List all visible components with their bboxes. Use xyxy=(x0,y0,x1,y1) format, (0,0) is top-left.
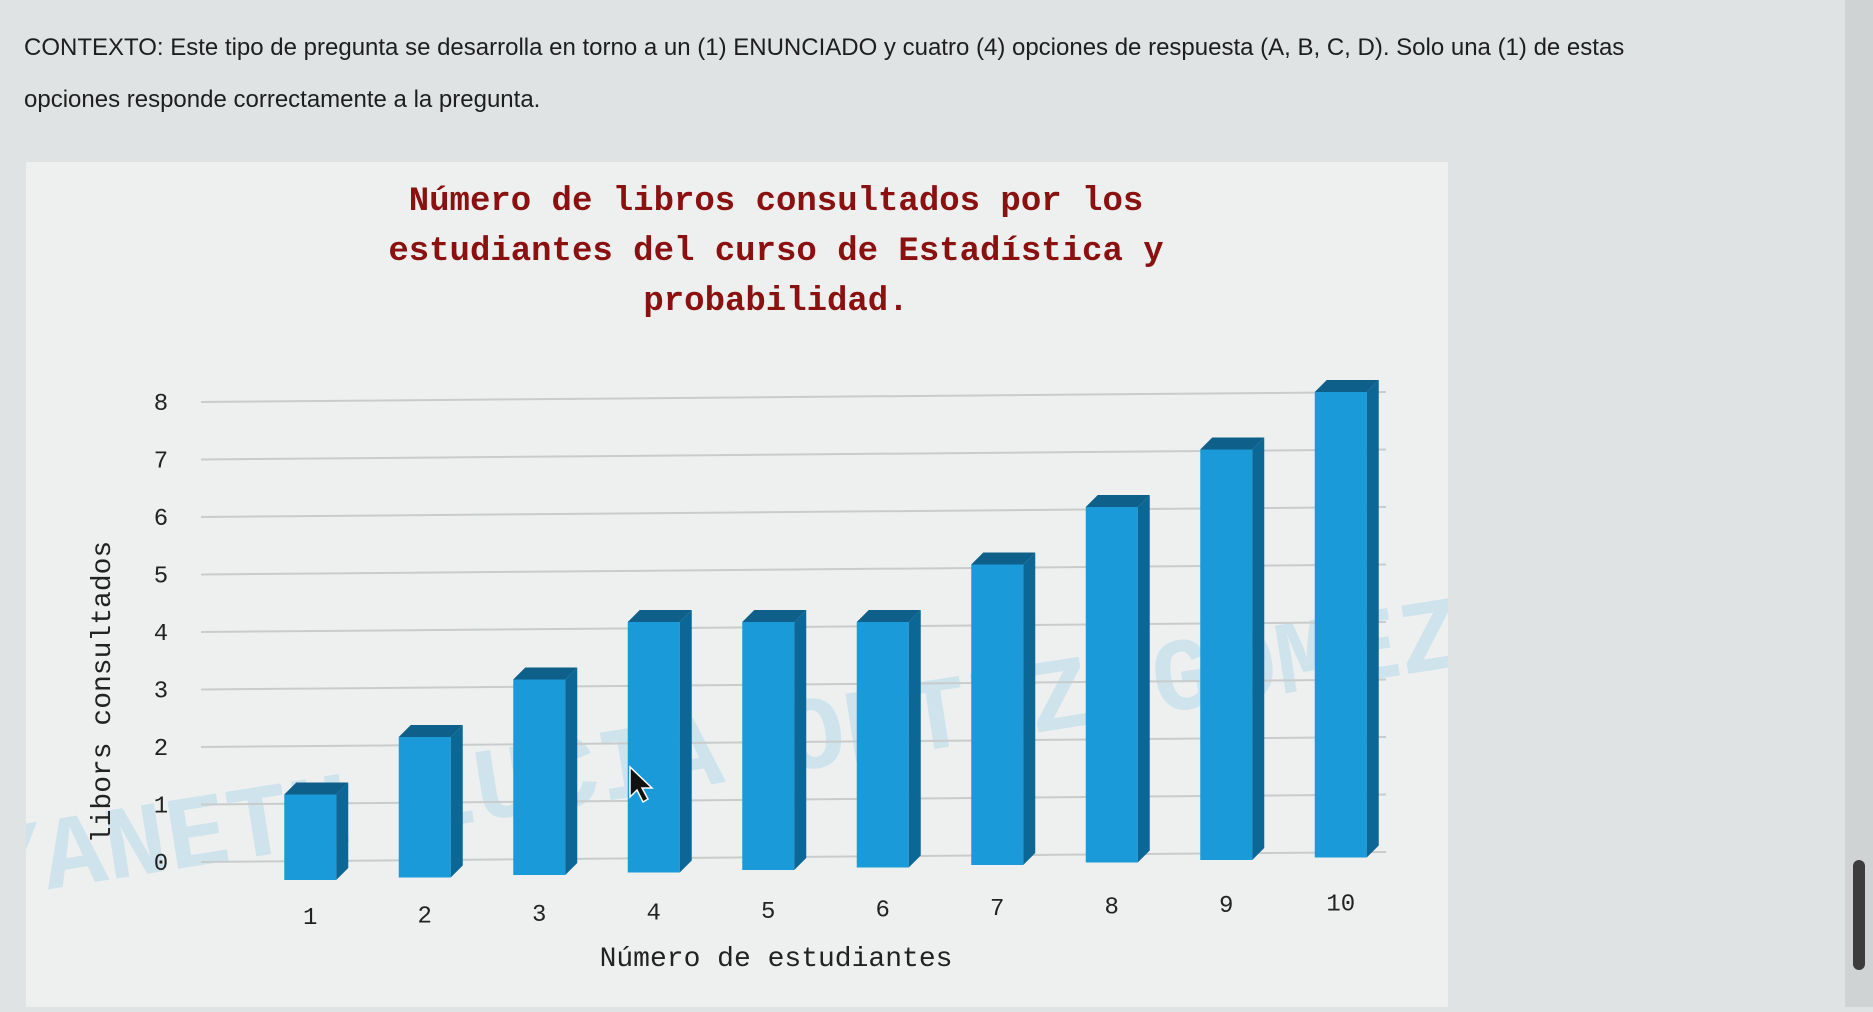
y-tick-labels: 0 1 2 3 4 5 6 7 8 xyxy=(154,391,168,878)
bar-6 xyxy=(856,610,921,868)
x-tick-labels: 1 2 3 4 5 6 7 8 9 10 xyxy=(303,892,1355,933)
x-tick-8: 8 xyxy=(1105,895,1119,922)
bar-front-6 xyxy=(856,622,909,868)
y-tick-5: 5 xyxy=(154,564,168,591)
bar-top-9 xyxy=(1200,437,1265,450)
bar-side-9 xyxy=(1252,437,1265,860)
gridline-5 xyxy=(200,563,1387,576)
bar-top-4 xyxy=(627,610,692,622)
bar-front-3 xyxy=(513,679,566,875)
gridline-8 xyxy=(200,391,1387,403)
bar-8 xyxy=(1085,495,1150,863)
bar-front-8 xyxy=(1085,507,1138,863)
chart-title: Número de libros consultados por los estu… xyxy=(388,183,1163,321)
context-text: CONTEXTO: Este tipo de pregunta se desar… xyxy=(24,22,1724,126)
bar-side-7 xyxy=(1023,552,1036,865)
bar-front-2 xyxy=(398,737,451,878)
bar-7 xyxy=(971,552,1036,865)
gridline-7 xyxy=(200,448,1387,461)
x-tick-9: 9 xyxy=(1219,893,1233,920)
bar-5 xyxy=(742,610,807,870)
bar-3 xyxy=(513,667,578,875)
bar-side-8 xyxy=(1137,495,1150,863)
bar-top-3 xyxy=(513,667,578,680)
x-tick-6: 6 xyxy=(876,898,890,925)
bar-top-5 xyxy=(742,610,807,622)
x-tick-2: 2 xyxy=(418,904,432,931)
x-axis-label: Número de estudiantes xyxy=(600,944,953,975)
bar-front-10 xyxy=(1314,392,1367,858)
bar-front-1 xyxy=(284,794,337,880)
context-line-1: CONTEXTO: Este tipo de pregunta se desar… xyxy=(24,34,1625,61)
bar-top-6 xyxy=(856,610,921,622)
bar-side-1 xyxy=(336,782,349,880)
bar-front-7 xyxy=(971,564,1024,865)
bar-top-10 xyxy=(1314,380,1379,392)
bar-front-5 xyxy=(742,622,795,870)
bar-side-10 xyxy=(1366,380,1379,858)
y-tick-7: 7 xyxy=(154,449,168,476)
y-tick-3: 3 xyxy=(154,679,168,706)
x-tick-5: 5 xyxy=(761,899,775,926)
mouse-cursor-icon xyxy=(629,765,654,804)
gridline-6 xyxy=(200,506,1387,518)
chart-card: YANETH LUCIA ORTIZ GOMEZ Número de libro… xyxy=(0,162,1471,1007)
y-axis-label: libors consultados xyxy=(88,541,119,843)
y-tick-4: 4 xyxy=(154,621,168,648)
x-tick-7: 7 xyxy=(990,896,1004,923)
context-line-2: opciones responde correctamente a la pre… xyxy=(24,86,541,113)
bar-9 xyxy=(1200,437,1265,860)
y-tick-1: 1 xyxy=(154,794,168,821)
chart-title-line-2: estudiantes del curso de Estadística y xyxy=(388,233,1163,271)
bar-front-4 xyxy=(627,622,680,873)
y-tick-2: 2 xyxy=(154,736,168,763)
bar-top-7 xyxy=(971,552,1036,565)
y-tick-6: 6 xyxy=(154,506,168,533)
bar-1 xyxy=(284,782,349,880)
page-edge xyxy=(1845,0,1873,1007)
bar-top-2 xyxy=(398,725,463,737)
y-tick-8: 8 xyxy=(154,391,168,418)
x-tick-4: 4 xyxy=(647,901,661,928)
bar-side-5 xyxy=(794,610,807,870)
x-tick-1: 1 xyxy=(303,905,317,932)
bar-side-6 xyxy=(908,610,921,868)
chart-title-line-3: probabilidad. xyxy=(643,283,908,321)
bar-front-9 xyxy=(1200,449,1253,860)
bars xyxy=(284,380,1379,880)
x-tick-3: 3 xyxy=(532,902,546,929)
bar-2 xyxy=(398,725,463,878)
scrollbar-thumb[interactable] xyxy=(1853,860,1865,970)
y-tick-0: 0 xyxy=(154,851,168,878)
bar-4 xyxy=(627,610,692,873)
bar-chart: YANETH LUCIA ORTIZ GOMEZ Número de libro… xyxy=(0,183,1471,975)
bar-top-8 xyxy=(1085,495,1150,507)
bar-side-3 xyxy=(565,667,578,875)
bar-side-4 xyxy=(679,610,692,873)
chart-title-line-1: Número de libros consultados por los xyxy=(409,183,1144,221)
bar-top-1 xyxy=(284,782,349,795)
x-tick-10: 10 xyxy=(1326,892,1355,919)
bar-10 xyxy=(1314,380,1379,858)
bar-side-2 xyxy=(450,725,463,878)
